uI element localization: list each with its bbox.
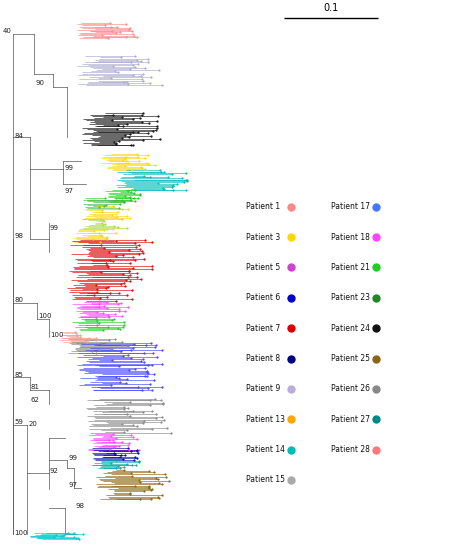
Text: Patient 7: Patient 7 [246, 324, 281, 333]
Text: Patient 28: Patient 28 [331, 445, 370, 454]
Text: 99: 99 [69, 455, 78, 461]
Text: Patient 25: Patient 25 [331, 354, 370, 363]
Text: 100: 100 [50, 332, 64, 338]
Text: Patient 21: Patient 21 [331, 263, 370, 272]
Text: 90: 90 [36, 80, 45, 86]
Text: 98: 98 [76, 503, 85, 509]
Text: 59: 59 [15, 419, 23, 425]
Text: Patient 26: Patient 26 [331, 384, 370, 394]
Text: Patient 24: Patient 24 [331, 324, 370, 333]
Text: 85: 85 [15, 372, 23, 378]
Text: Patient 18: Patient 18 [331, 233, 370, 242]
Text: 92: 92 [50, 468, 59, 474]
Text: 62: 62 [31, 396, 39, 402]
Text: Patient 14: Patient 14 [246, 445, 285, 454]
Text: Patient 6: Patient 6 [246, 293, 281, 302]
Text: 100: 100 [15, 530, 28, 536]
Text: Patient 17: Patient 17 [331, 202, 370, 211]
Text: 40: 40 [2, 28, 11, 34]
Text: 97: 97 [69, 482, 78, 488]
Text: Patient 23: Patient 23 [331, 293, 370, 302]
Text: 99: 99 [64, 165, 73, 171]
Text: 99: 99 [50, 225, 59, 231]
Text: 20: 20 [29, 421, 37, 427]
Text: Patient 15: Patient 15 [246, 475, 285, 484]
Text: 81: 81 [31, 384, 40, 390]
Text: Patient 3: Patient 3 [246, 233, 281, 242]
Text: 97: 97 [64, 188, 73, 194]
Text: Patient 1: Patient 1 [246, 202, 281, 211]
Text: Patient 13: Patient 13 [246, 414, 285, 424]
Text: 100: 100 [38, 313, 52, 319]
Text: 0.1: 0.1 [324, 3, 339, 13]
Text: Patient 9: Patient 9 [246, 384, 281, 394]
Text: Patient 5: Patient 5 [246, 263, 281, 272]
Text: Patient 27: Patient 27 [331, 414, 370, 424]
Text: Patient 8: Patient 8 [246, 354, 281, 363]
Text: 80: 80 [15, 297, 24, 303]
Text: 84: 84 [15, 133, 23, 139]
Text: 98: 98 [15, 233, 24, 239]
